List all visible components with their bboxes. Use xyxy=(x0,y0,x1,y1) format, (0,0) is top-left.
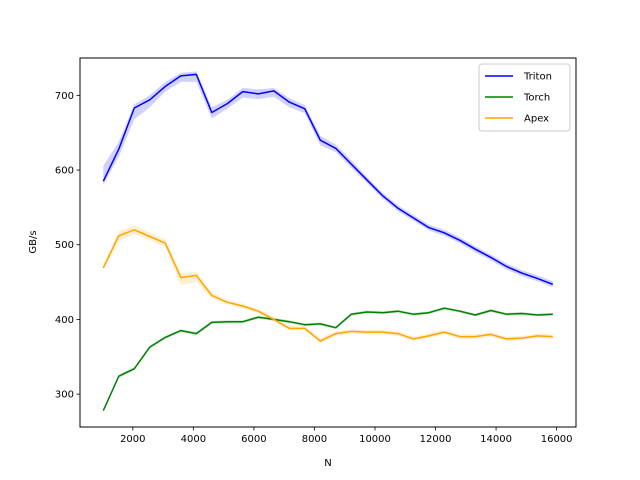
legend-label-apex: Apex xyxy=(524,114,549,125)
x-tick-label: 12000 xyxy=(420,434,452,445)
y-tick-label: 600 xyxy=(55,166,74,177)
x-tick-label: 10000 xyxy=(359,434,391,445)
x-tick-label: 8000 xyxy=(302,434,327,445)
x-tick-label: 4000 xyxy=(181,434,206,445)
y-axis-label: GB/s xyxy=(28,230,39,253)
x-tick-label: 6000 xyxy=(241,434,266,445)
apex-band xyxy=(103,225,553,344)
y-tick-label: 700 xyxy=(55,91,74,102)
plot-frame xyxy=(79,57,577,428)
confidence-bands xyxy=(103,71,553,413)
x-tick-label: 16000 xyxy=(541,434,573,445)
x-tick-label: 14000 xyxy=(480,434,512,445)
triton-line xyxy=(102,73,554,286)
legend: Triton Torch Apex xyxy=(478,63,571,132)
series-lines xyxy=(102,73,554,411)
y-axis-ticks: 300 400 500 600 700 xyxy=(55,91,80,401)
y-tick-label: 300 xyxy=(55,390,74,401)
apex-line xyxy=(102,229,553,342)
legend-box xyxy=(478,63,571,132)
y-tick-label: 500 xyxy=(55,240,74,251)
y-tick-label: 400 xyxy=(55,315,74,326)
triton-band xyxy=(103,71,553,288)
x-tick-label: 2000 xyxy=(120,434,145,445)
torch-line xyxy=(102,307,553,411)
legend-label-torch: Torch xyxy=(523,93,550,104)
x-axis-label: N xyxy=(324,458,331,469)
x-axis-ticks: 2000 4000 6000 8000 10000 12000 14000 16000 xyxy=(120,427,573,445)
legend-label-triton: Triton xyxy=(523,72,552,83)
